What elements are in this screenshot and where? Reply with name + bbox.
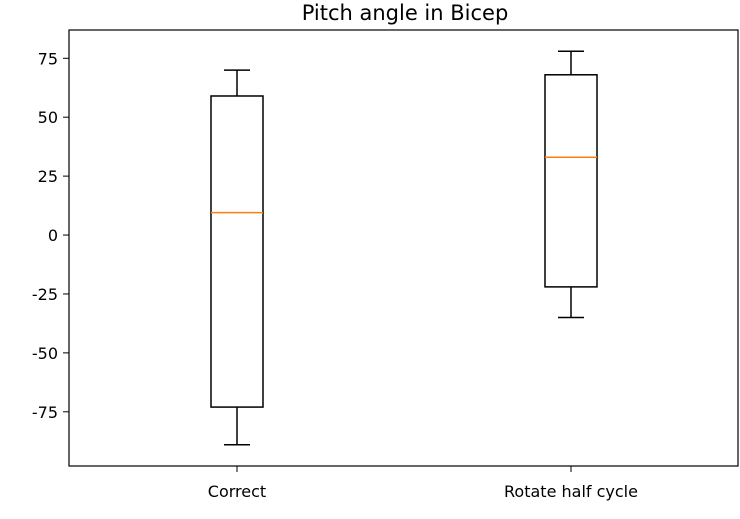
- box-plot: [210, 69, 264, 446]
- y-tick-label: -25: [32, 285, 58, 304]
- y-tick-label: -50: [32, 344, 58, 363]
- y-tick-label: 0: [48, 226, 58, 245]
- plot-area-frame: [68, 29, 739, 467]
- y-tick-label: -75: [32, 403, 58, 422]
- y-tick-label: 25: [38, 167, 58, 186]
- y-tick-label: 50: [38, 108, 58, 127]
- box-iqr: [544, 74, 598, 288]
- x-tick-label: Rotate half cycle: [504, 482, 638, 501]
- x-tick-label: Correct: [208, 482, 266, 501]
- box-plots: [210, 50, 598, 446]
- chart-title: Pitch angle in Bicep: [302, 1, 509, 25]
- box-iqr: [210, 95, 264, 408]
- box-plot: [544, 50, 598, 319]
- y-axis: -75 -50 -25 0 25 50 75: [32, 49, 69, 422]
- x-axis: Correct Rotate half cycle: [208, 466, 638, 501]
- y-tick-label: 75: [38, 49, 58, 68]
